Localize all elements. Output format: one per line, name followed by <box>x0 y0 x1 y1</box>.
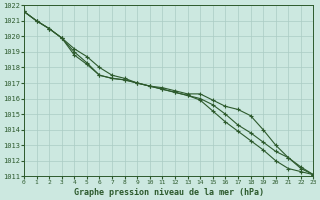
X-axis label: Graphe pression niveau de la mer (hPa): Graphe pression niveau de la mer (hPa) <box>74 188 264 197</box>
